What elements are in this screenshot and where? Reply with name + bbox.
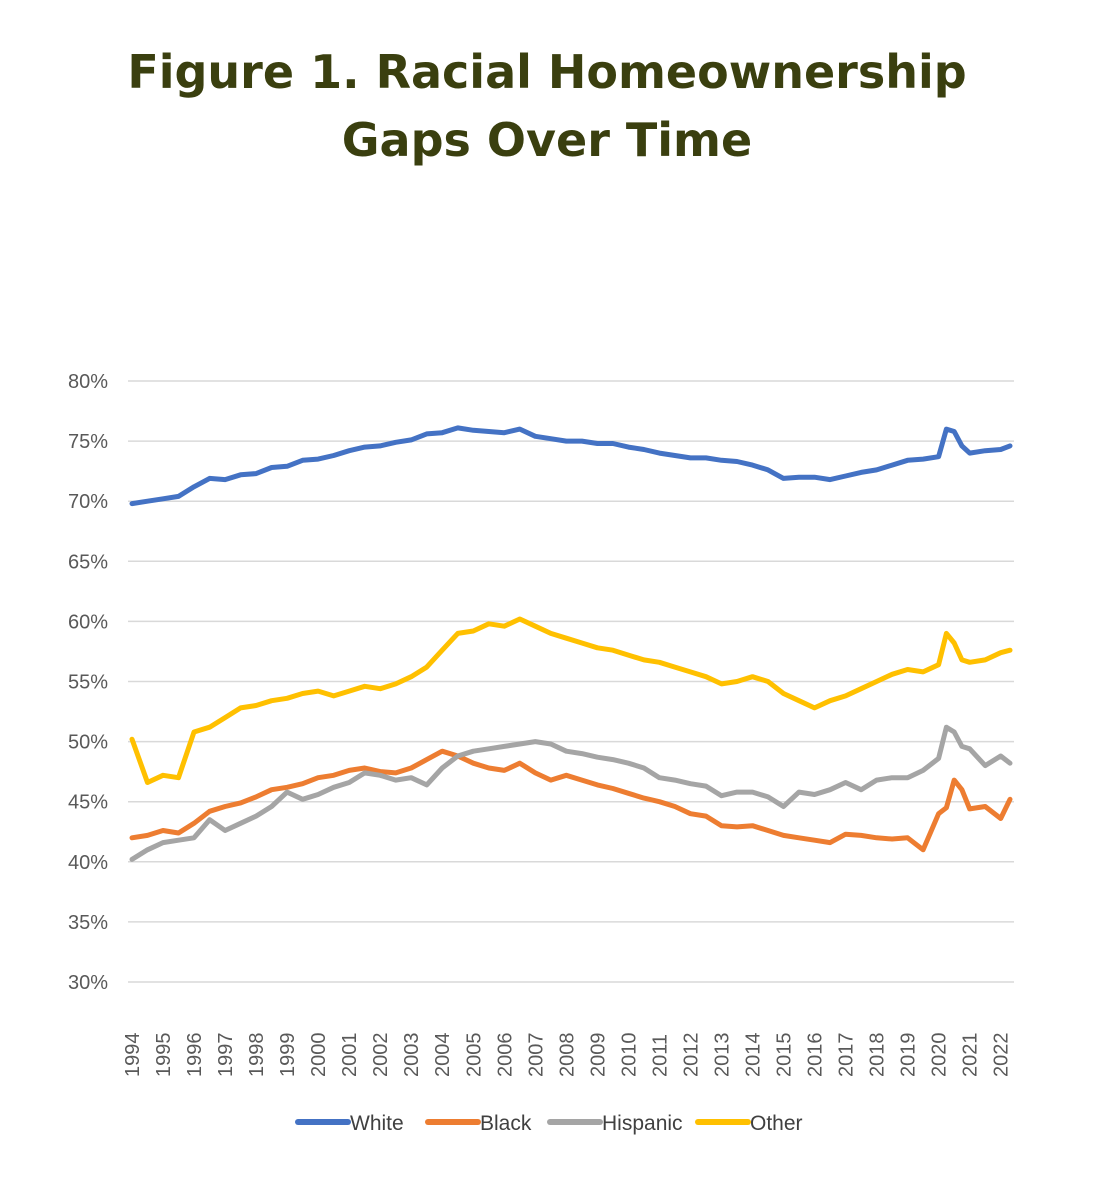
legend: White Black Hispanic Other [295,1112,803,1135]
y-tick-label: 80% [68,371,108,393]
series-line-other [129,616,1013,785]
y-tick-label: 70% [68,491,108,513]
series-line-black [129,748,1013,853]
y-axis-labels: 30% 35% 40% 45% 50% 55% 60% 65% 70% 75% 80% [68,371,108,994]
y-tick-label: 60% [68,611,108,633]
x-tick-label: 2004 [432,1033,454,1078]
x-tick-label: 2002 [370,1033,392,1078]
x-tick-label: 2011 [649,1034,671,1077]
x-tick-label: 2008 [556,1033,578,1078]
legend-label-other: Other [750,1112,803,1135]
legend-label-black: Black [480,1112,532,1135]
x-tick-label: 2007 [525,1033,547,1078]
y-tick-label: 35% [68,912,108,934]
series-line-white [129,425,1013,507]
x-tick-label: 2010 [618,1033,640,1078]
x-tick-label: 1996 [184,1033,206,1078]
x-tick-label: 2014 [742,1033,764,1078]
x-tick-label: 2013 [711,1033,733,1078]
y-tick-label: 50% [68,732,108,754]
x-tick-label: 2015 [774,1033,796,1078]
chart-title-line-2: Gaps Over Time [341,113,753,167]
chart-title-line-1: Figure 1. Racial Homeownership [127,45,967,99]
y-tick-label: 40% [68,852,108,874]
series-lines [129,425,1013,862]
x-tick-label: 2016 [805,1033,827,1078]
x-tick-label: 2017 [836,1033,858,1078]
x-tick-label: 2019 [898,1033,920,1078]
x-tick-label: 2020 [929,1033,951,1078]
gridlines [128,380,1014,983]
x-tick-label: 2005 [463,1033,485,1078]
x-tick-label: 2009 [587,1033,609,1078]
x-tick-label: 2012 [680,1033,702,1078]
y-tick-label: 45% [68,792,108,814]
y-tick-label: 75% [68,431,108,453]
x-tick-label: 2006 [494,1033,516,1078]
x-axis-labels: 1994 1995 1996 1997 1998 1999 2000 2001 2002 2003… [122,1033,1013,1078]
x-tick-label: 1994 [122,1033,144,1078]
legend-label-hispanic: Hispanic [602,1112,683,1135]
series-line-hispanic [129,724,1013,862]
x-tick-label: 2021 [960,1033,982,1078]
chart-title: Figure 1. Racial Homeownership Gaps Over… [0,38,1094,174]
x-tick-label: 1995 [153,1033,175,1078]
y-tick-label: 30% [68,972,108,994]
x-tick-label: 1997 [215,1033,237,1078]
x-tick-label: 2018 [867,1033,889,1078]
x-tick-label: 1999 [277,1033,299,1078]
y-tick-label: 65% [68,551,108,573]
legend-label-white: White [350,1112,404,1135]
x-tick-label: 2003 [401,1033,423,1078]
x-tick-label: 2022 [991,1033,1013,1078]
x-tick-label: 2000 [308,1033,330,1078]
x-tick-label: 1998 [246,1033,268,1078]
y-tick-label: 55% [68,672,108,694]
x-tick-label: 2001 [339,1033,361,1078]
